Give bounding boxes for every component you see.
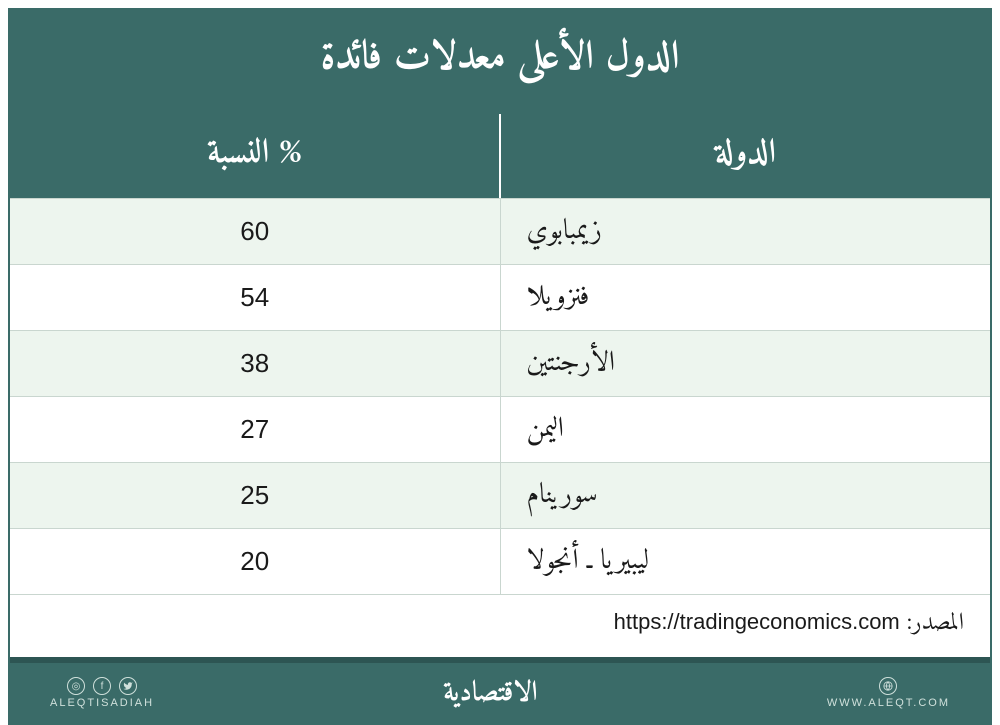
table-header-row: النسبة % الدولة xyxy=(10,114,990,198)
social-handle: ALEQTISADIAH xyxy=(50,697,154,709)
cell-value: 38 xyxy=(10,331,501,396)
cell-value: 60 xyxy=(10,199,501,264)
footer-site: WWW.ALEQT.COM xyxy=(827,697,950,709)
globe-icon xyxy=(879,677,897,695)
cell-country: فنزويلا xyxy=(501,265,991,330)
table-title: الدول الأعلى معدلات فائدة xyxy=(10,10,990,114)
source-label: المصدر: xyxy=(907,603,964,645)
cell-country: ليبيريا ـ أنجولا xyxy=(501,529,991,594)
cell-country: اليمن xyxy=(501,397,991,462)
column-header-country: الدولة xyxy=(501,114,990,198)
cell-value: 20 xyxy=(10,529,501,594)
source-url: https://tradingeconomics.com xyxy=(614,609,900,634)
infographic-frame: الدول الأعلى معدلات فائدة النسبة % الدول… xyxy=(0,0,1000,711)
table-row: 60 زيمبابوي xyxy=(10,198,990,264)
cell-country: الأرجنتين xyxy=(501,331,991,396)
footer-brand: الاقتصادية xyxy=(443,669,537,718)
cell-value: 54 xyxy=(10,265,501,330)
social-icons: ◎ f xyxy=(67,677,137,695)
facebook-icon: f xyxy=(93,677,111,695)
cell-value: 27 xyxy=(10,397,501,462)
table-row: 38 الأرجنتين xyxy=(10,330,990,396)
table-row: 25 سورينام xyxy=(10,462,990,528)
footer-site-block: WWW.ALEQT.COM xyxy=(827,677,950,709)
footer-social-block: ◎ f ALEQTISADIAH xyxy=(50,677,154,709)
column-header-value: النسبة % xyxy=(10,114,501,198)
cell-value: 25 xyxy=(10,463,501,528)
instagram-icon: ◎ xyxy=(67,677,85,695)
table-container: الدول الأعلى معدلات فائدة النسبة % الدول… xyxy=(8,8,992,725)
table-row: 27 اليمن xyxy=(10,396,990,462)
table-row: 54 فنزويلا xyxy=(10,264,990,330)
source-row: المصدر: https://tradingeconomics.com xyxy=(10,594,990,657)
cell-country: زيمبابوي xyxy=(501,199,991,264)
cell-country: سورينام xyxy=(501,463,991,528)
table-row: 20 ليبيريا ـ أنجولا xyxy=(10,528,990,594)
twitter-icon xyxy=(119,677,137,695)
footer-bar: ◎ f ALEQTISADIAH الاقتصادية WWW.ALEQT.CO… xyxy=(10,657,990,723)
